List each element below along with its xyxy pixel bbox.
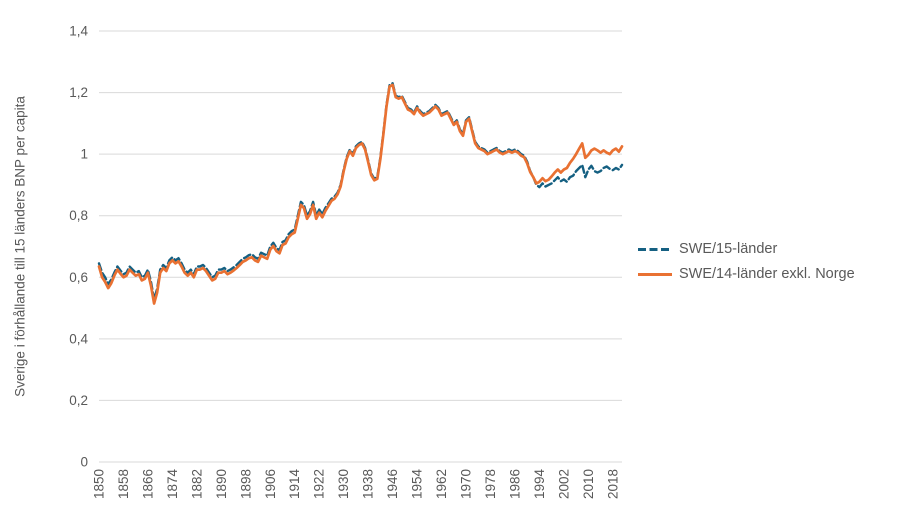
- x-tick-label: 1898: [238, 469, 253, 499]
- series-line-swe15: [97, 82, 624, 301]
- x-tick-label: 1922: [312, 469, 327, 499]
- x-tick-label: 1986: [507, 469, 522, 499]
- y-tick-label: 0,8: [69, 208, 88, 223]
- x-tick-label: 1874: [165, 469, 180, 500]
- x-tick-label: 1970: [459, 469, 474, 499]
- x-tick-label: 1938: [361, 469, 376, 499]
- y-tick-label: 0,4: [69, 331, 88, 346]
- x-tick-label: 1890: [214, 469, 229, 499]
- legend: SWE/15-länder SWE/14-länder exkl. Norge: [638, 241, 855, 282]
- legend-dashed-line-swatch: [638, 247, 672, 251]
- x-tick-label: 1994: [532, 469, 547, 500]
- x-tick-label: 1858: [116, 469, 131, 499]
- y-tick-label: 0,6: [69, 270, 88, 285]
- legend-label-swe14: SWE/14-länder exkl. Norge: [679, 266, 855, 282]
- x-tick-label: 2010: [581, 469, 596, 499]
- legend-solid-line-swatch: [638, 272, 672, 276]
- y-tick-label: 1,4: [69, 24, 88, 39]
- x-tick-label: 1962: [434, 469, 449, 499]
- y-tick-label: 1: [80, 147, 88, 162]
- x-tick-label: 1930: [336, 469, 351, 499]
- x-tick-label: 1850: [92, 469, 107, 499]
- y-tick-label: 1,2: [69, 85, 88, 100]
- y-tick-label: 0: [80, 455, 88, 470]
- legend-label-swe15: SWE/15-länder: [679, 241, 778, 257]
- x-tick-label: 1882: [189, 469, 204, 499]
- x-tick-label: 1946: [385, 469, 400, 499]
- y-tick-label: 0,2: [69, 393, 88, 408]
- y-axis-title: Sverige i förhållande till 15 länders BN…: [13, 96, 28, 397]
- legend-item-swe14: SWE/14-länder exkl. Norge: [638, 266, 855, 282]
- x-tick-label: 1914: [287, 469, 302, 500]
- legend-item-swe15: SWE/15-länder: [638, 241, 855, 257]
- x-tick-label: 2018: [605, 469, 620, 499]
- x-tick-label: 1954: [410, 469, 425, 500]
- series-line-swe14-exkl-norge: [97, 83, 624, 305]
- x-tick-label: 1906: [263, 469, 278, 499]
- x-tick-label: 2002: [556, 469, 571, 499]
- x-tick-label: 1866: [140, 469, 155, 499]
- x-tick-label: 1978: [483, 469, 498, 499]
